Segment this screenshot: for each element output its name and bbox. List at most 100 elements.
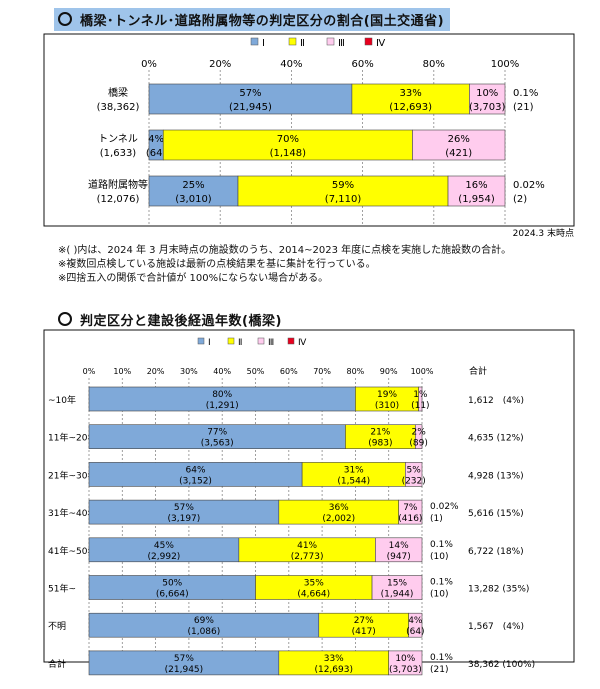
chart1-svg: Ⅰ Ⅱ Ⅲ Ⅳ 0% 20% 40% 60% 80% 100% 橋梁 (38,362) 57% (21,9… xyxy=(43,33,575,239)
category-label: 不明 xyxy=(48,621,66,632)
bar-count-label: (3,197) xyxy=(168,514,201,524)
bar-count-label: (1,086) xyxy=(187,627,220,637)
chart1-heading: 橋梁･トンネル･道路附属物等の判定区分の割合(国土交通省) xyxy=(54,8,451,31)
note-2: ※複数回点検している施設は最新の点検結果を基に集計を行っている。 xyxy=(58,259,376,270)
bar-count-label: (1,148) xyxy=(270,148,307,159)
bar-count-label: (3,152) xyxy=(179,476,212,486)
category-label: 31年~40年 xyxy=(48,507,96,519)
bar-value-label: 45% xyxy=(154,541,174,551)
iv-value-label: 0.1% xyxy=(430,653,453,663)
bar-count-label: (421) xyxy=(445,148,472,159)
bar-value-label: 57% xyxy=(174,503,194,513)
bar-count-label: (64) xyxy=(406,627,424,637)
x-tick-label: 40% xyxy=(280,59,302,70)
category-label: 合計 xyxy=(48,658,66,670)
bar-count-label: (983) xyxy=(368,439,392,449)
bar-segment xyxy=(388,650,423,676)
bar-segment xyxy=(88,612,320,638)
chart1-frame xyxy=(43,33,575,227)
bar-value-label: 19% xyxy=(377,390,397,400)
bar-value-label: 57% xyxy=(174,654,194,664)
x-tick-label: 0% xyxy=(83,367,96,376)
legend-label: Ⅱ xyxy=(300,38,305,49)
total-label: 38,362 (100%) xyxy=(468,660,535,670)
bar-count-label: (21,945) xyxy=(229,102,272,113)
x-tick-label: 90% xyxy=(380,367,398,376)
bar-count-label: (1,944) xyxy=(381,590,414,600)
x-tick-label: 80% xyxy=(423,59,445,70)
bar-count-label: (89) xyxy=(409,439,427,449)
bar-segment xyxy=(418,386,423,412)
bar-value-label: 69% xyxy=(194,616,214,626)
legend-label: Ⅳ xyxy=(376,38,386,49)
x-tick-label: 70% xyxy=(313,367,331,376)
chart1-title: 橋梁･トンネル･道路附属物等の判定区分の割合(国土交通省) xyxy=(80,14,445,29)
bar-count-label: (947) xyxy=(387,552,411,562)
legend-label: Ⅳ xyxy=(298,338,307,348)
chart2-title: 判定区分と建設後経過年数(橋梁) xyxy=(80,314,282,329)
legend-swatch xyxy=(326,37,335,46)
x-tick-label: 60% xyxy=(351,59,373,70)
bar-segment xyxy=(162,129,413,161)
bar-count-label: (232) xyxy=(402,476,426,486)
bar-segment xyxy=(351,83,470,115)
iv-value-label: 0.1% xyxy=(430,578,453,588)
legend-swatch xyxy=(250,37,259,46)
x-tick-label: 100% xyxy=(491,59,520,70)
iv-value-label: 0.1% xyxy=(430,540,453,550)
bar-segment xyxy=(88,537,240,563)
bar-segment xyxy=(371,575,423,600)
bar-segment xyxy=(408,612,423,638)
bar-value-label: 4% xyxy=(148,134,164,145)
bar-count-label: (12,693) xyxy=(314,665,353,675)
bar-count-label: (11) xyxy=(411,401,429,411)
bar-value-label: 7% xyxy=(403,503,418,513)
bar-value-label: 33% xyxy=(324,654,344,664)
x-tick-label: 60% xyxy=(280,367,298,376)
bar-count-label: (417) xyxy=(352,627,376,637)
iv-count-label: (10) xyxy=(430,590,448,600)
bar-segment xyxy=(238,537,376,563)
bar-value-label: 27% xyxy=(354,616,374,626)
bar-segment xyxy=(237,175,449,207)
total-label: 4,635 (12%) xyxy=(468,434,524,444)
iv-count-label: (21) xyxy=(513,102,534,113)
category-label: 11年~20年 xyxy=(48,432,96,444)
bar-segment xyxy=(148,175,239,207)
note-3: ※四捨五入の関係で合計値が 100%にならない場合がある。 xyxy=(58,273,329,284)
bar-segment xyxy=(447,175,506,207)
bar-segment xyxy=(278,650,389,676)
bar-count-label: (2,992) xyxy=(148,552,181,562)
bar-value-label: 36% xyxy=(329,503,349,513)
bar-value-label: 5% xyxy=(407,465,422,475)
total-label: 1,612 (4%) xyxy=(468,396,524,406)
legend-label: Ⅱ xyxy=(238,338,242,348)
legend-swatch xyxy=(288,37,297,46)
bar-value-label: 59% xyxy=(332,180,354,191)
bar-count-label: (3,010) xyxy=(175,194,212,205)
note-1: ※( )内は、2024 年 3 月末時点の施設数のうち、2014~2023 年度… xyxy=(58,245,512,256)
bar-segment xyxy=(301,462,406,487)
bar-value-label: 10% xyxy=(476,88,498,99)
bar-count-label: (3,703) xyxy=(389,665,422,675)
bar-value-label: 14% xyxy=(389,541,409,551)
legend-swatch xyxy=(257,337,265,345)
x-tick-label: 40% xyxy=(213,367,231,376)
bar-value-label: 15% xyxy=(387,579,407,589)
bar-count-label: (416) xyxy=(398,514,422,524)
category-label: ~10年 xyxy=(48,394,76,406)
bar-count-label: (3,703) xyxy=(469,102,506,113)
bar-count-label: (310) xyxy=(375,401,399,411)
legend-label: Ⅲ xyxy=(268,338,274,348)
legend-swatch xyxy=(197,337,205,345)
x-tick-label: 100% xyxy=(411,367,434,376)
bar-count-label: (64) xyxy=(146,148,167,159)
x-tick-label: 30% xyxy=(180,367,198,376)
legend-label: Ⅰ xyxy=(208,338,211,348)
category-label: トンネル xyxy=(98,133,138,145)
iv-count-label: (1) xyxy=(430,514,443,524)
chart2-heading: 判定区分と建設後経過年数(橋梁) xyxy=(54,308,286,331)
legend-swatch xyxy=(287,337,295,345)
bar-value-label: 4% xyxy=(408,616,423,626)
